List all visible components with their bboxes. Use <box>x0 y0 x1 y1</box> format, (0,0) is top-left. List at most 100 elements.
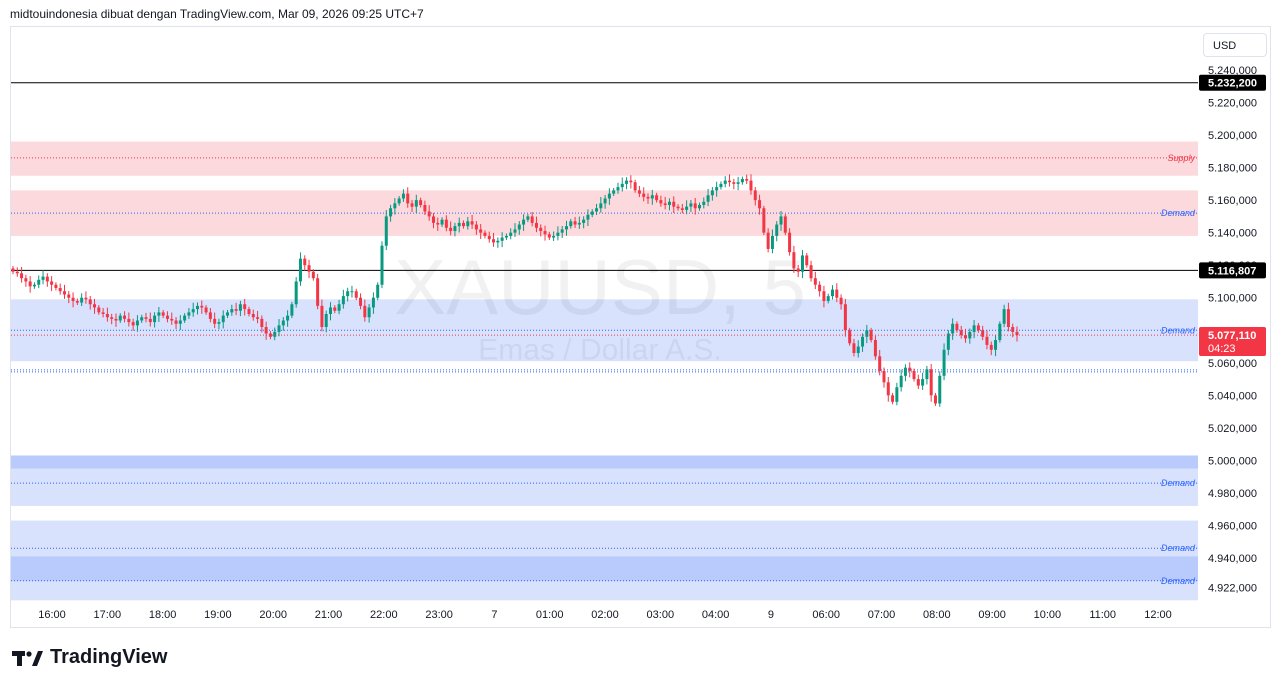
candle-86 <box>380 245 384 285</box>
candle-230 <box>998 323 1002 341</box>
candle-168 <box>732 182 736 184</box>
candle-54 <box>243 304 247 310</box>
x-tick-0: 16:00 <box>38 609 66 621</box>
candle-83 <box>367 307 371 318</box>
countdown-label: 04:23 <box>1208 343 1236 355</box>
candle-22 <box>105 314 109 318</box>
candle-71 <box>316 278 320 306</box>
x-tick-15: 07:00 <box>868 609 896 621</box>
candle-50 <box>226 312 230 316</box>
candle-172 <box>749 180 753 191</box>
candle-63 <box>281 320 285 326</box>
candle-152 <box>663 203 667 206</box>
candle-218 <box>946 333 950 350</box>
candle-124 <box>543 231 547 235</box>
candle-118 <box>517 224 521 230</box>
candle-186 <box>809 265 813 279</box>
candle-98 <box>431 216 435 223</box>
candle-75 <box>333 307 337 311</box>
tradingview-wordmark: TradingView <box>50 646 168 668</box>
candle-5 <box>32 284 36 287</box>
candle-226 <box>981 330 985 337</box>
candle-209 <box>908 367 912 371</box>
x-tick-8: 7 <box>491 609 497 621</box>
candle-224 <box>972 325 976 332</box>
candle-132 <box>577 222 581 225</box>
candle-121 <box>530 216 534 223</box>
x-tick-12: 04:00 <box>702 609 730 621</box>
candle-138 <box>603 198 607 204</box>
candle-101 <box>444 219 448 228</box>
candle-160 <box>697 205 701 209</box>
candle-234 <box>1015 331 1019 336</box>
candle-112 <box>492 239 496 243</box>
x-tick-11: 03:00 <box>647 609 675 621</box>
candle-85 <box>376 284 380 298</box>
candle-125 <box>547 234 551 238</box>
candle-2 <box>20 273 24 279</box>
chart-frame <box>10 26 1271 628</box>
candle-38 <box>174 320 178 324</box>
last-price-label: 5.077,110 <box>1208 330 1256 342</box>
candle-212 <box>921 379 925 386</box>
x-tick-20: 12:00 <box>1144 609 1172 621</box>
candle-231 <box>1002 309 1006 324</box>
x-tick-9: 01:00 <box>536 609 564 621</box>
tradingview-logo-icon <box>12 650 43 666</box>
price-label-bg-1 <box>1199 262 1266 279</box>
candle-90 <box>397 198 401 204</box>
candle-20 <box>97 307 101 313</box>
candle-29 <box>135 320 139 326</box>
price-label-1: 5.116,807 <box>1208 265 1256 277</box>
candle-34 <box>157 312 161 316</box>
candle-210 <box>912 370 916 380</box>
candle-73 <box>324 314 328 328</box>
candle-215 <box>933 395 937 404</box>
candle-232 <box>1006 309 1010 328</box>
candle-95 <box>419 200 423 206</box>
candle-28 <box>131 322 135 326</box>
candle-33 <box>153 315 157 323</box>
candle-184 <box>800 255 804 272</box>
candle-88 <box>389 208 393 217</box>
candle-89 <box>393 203 397 209</box>
y-tick-16: 4.922,000 <box>1208 582 1257 594</box>
candle-18 <box>88 299 92 305</box>
candle-225 <box>976 325 980 331</box>
candle-81 <box>359 297 363 306</box>
candle-229 <box>994 340 998 350</box>
watermark-subtitle: Emas / Dollar A.S. <box>478 334 721 367</box>
candle-69 <box>307 265 311 272</box>
candle-191 <box>831 289 835 297</box>
candle-87 <box>384 216 388 246</box>
candle-134 <box>586 214 590 220</box>
x-tick-17: 09:00 <box>978 609 1006 621</box>
candle-17 <box>84 297 88 300</box>
candle-179 <box>779 216 783 225</box>
candle-7 <box>41 276 45 280</box>
candle-199 <box>865 330 869 337</box>
candle-161 <box>702 201 706 206</box>
candle-10 <box>54 284 58 288</box>
candle-185 <box>805 255 809 266</box>
candle-162 <box>706 195 710 202</box>
x-tick-19: 11:00 <box>1089 609 1116 621</box>
candle-171 <box>745 178 749 181</box>
candle-119 <box>522 219 526 225</box>
candle-110 <box>483 232 487 236</box>
candle-201 <box>873 340 877 357</box>
candle-8 <box>45 276 49 282</box>
x-tick-13: 9 <box>768 609 774 621</box>
candle-62 <box>277 325 281 332</box>
candle-100 <box>440 219 444 225</box>
candle-14 <box>71 297 75 301</box>
candle-216 <box>938 375 942 404</box>
zone-label-1: Demand <box>1161 208 1196 218</box>
candle-133 <box>582 219 586 223</box>
zone-supply-1 <box>11 190 1198 236</box>
candle-52 <box>234 309 238 311</box>
candle-43 <box>195 305 199 310</box>
currency-selector[interactable]: USD <box>1203 33 1267 57</box>
candle-120 <box>526 216 530 220</box>
